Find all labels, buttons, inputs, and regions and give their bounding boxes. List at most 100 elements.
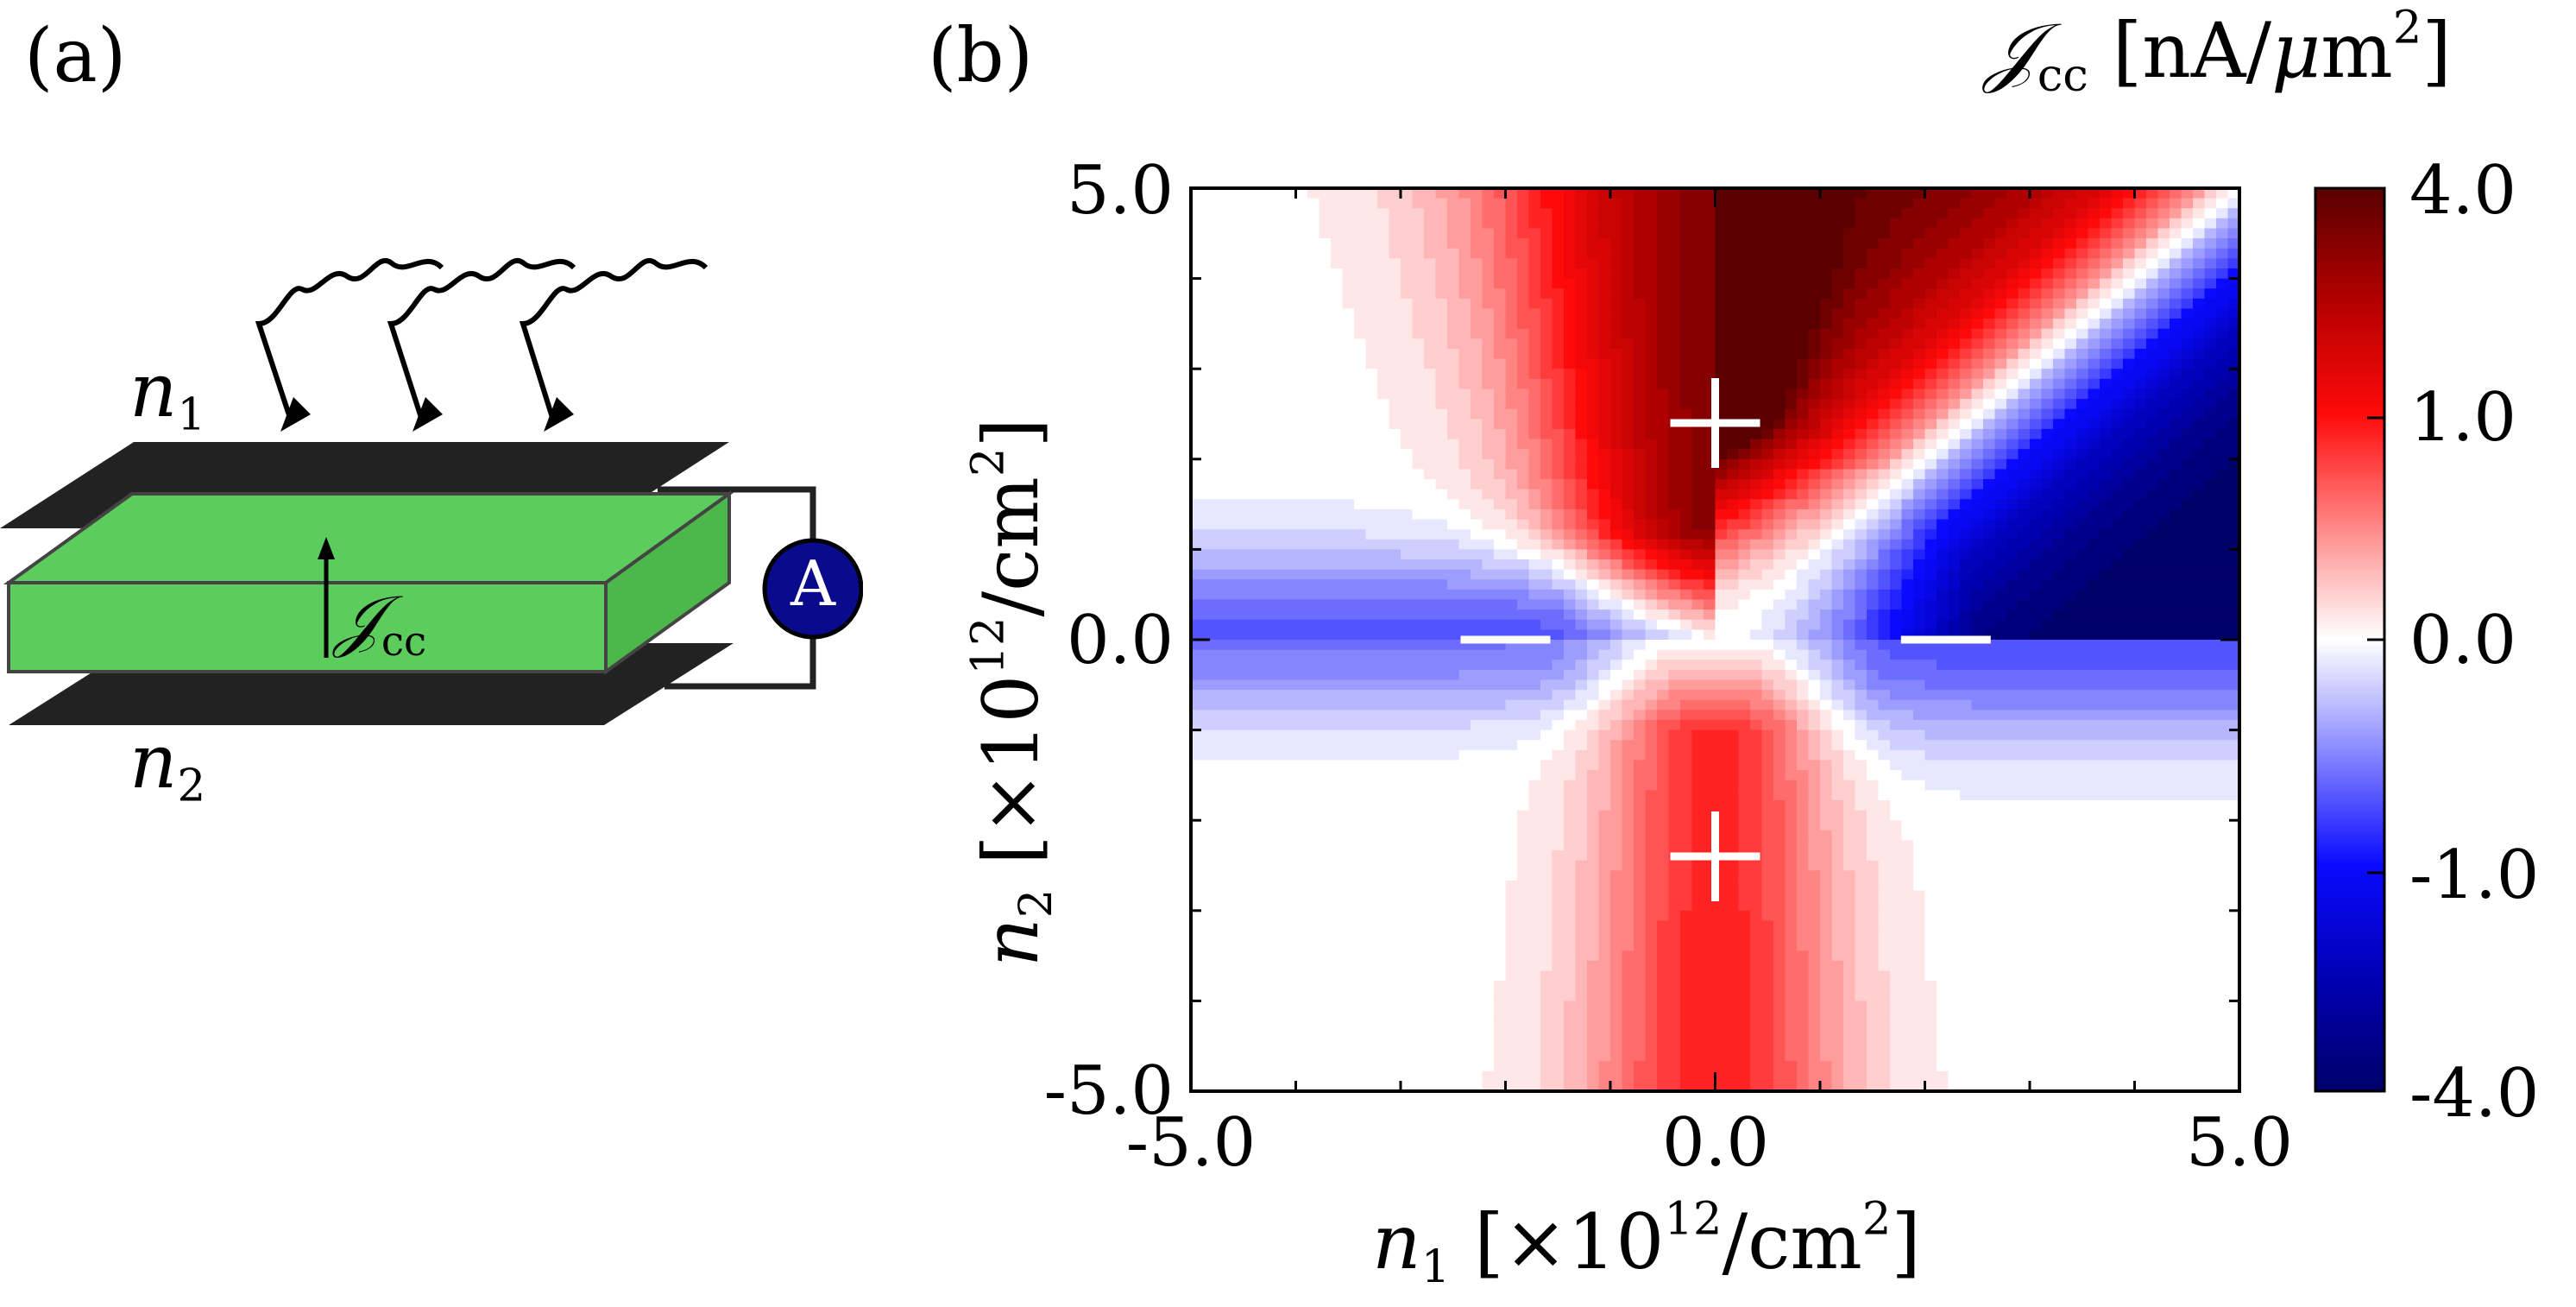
heatmap-cell: [1447, 338, 1460, 350]
heatmap-cell: [1202, 770, 1215, 781]
heatmap-cell: [1598, 288, 1611, 300]
heatmap-cell: [1564, 348, 1577, 360]
heatmap-cell: [1505, 1070, 1518, 1083]
heatmap-cell: [1704, 609, 1716, 621]
heatmap-cell: [1225, 740, 1238, 751]
heatmap-cell: [1598, 1001, 1611, 1012]
heatmap-cell: [1319, 458, 1332, 470]
heatmap-cell: [1727, 970, 1740, 982]
heatmap-cell: [1494, 860, 1507, 872]
heatmap-cell: [1249, 660, 1262, 671]
heatmap-cell: [1820, 1051, 1833, 1062]
heatmap-cell: [1401, 1020, 1414, 1032]
heatmap-cell: [1377, 308, 1390, 319]
heatmap-cell: [1331, 790, 1344, 801]
heatmap-cell: [1377, 519, 1390, 530]
heatmap-cell: [1820, 880, 1833, 892]
heatmap-cell: [1377, 981, 1390, 992]
heatmap-cell: [1540, 198, 1553, 210]
heatmap-cell: [1505, 699, 1518, 711]
heatmap-cell: [1471, 729, 1483, 742]
heatmap-cell: [1307, 539, 1320, 551]
heatmap-cell: [1295, 348, 1308, 360]
heatmap-cell: [1225, 920, 1238, 931]
heatmap-cell: [1331, 981, 1344, 992]
heatmap-cell: [1435, 458, 1448, 470]
ammeter-icon: [762, 538, 863, 640]
heatmap-cell: [1808, 599, 1821, 610]
heatmap-cell: [1517, 489, 1530, 501]
heatmap-cell: [1528, 880, 1541, 892]
heatmap-cell: [1773, 890, 1786, 901]
heatmap-cell: [1564, 770, 1577, 781]
heatmap-cell: [1622, 479, 1634, 490]
heatmap-cell: [1715, 931, 1728, 942]
heatmap-cell: [1389, 820, 1401, 831]
heatmap-cell: [1261, 920, 1274, 931]
heatmap-cell: [1773, 238, 1786, 249]
heatmap-cell: [1797, 529, 1810, 540]
heatmap-cell: [1191, 1011, 1204, 1022]
heatmap-cell: [1365, 1081, 1378, 1091]
heatmap-cell: [1225, 699, 1238, 711]
heatmap-cell: [1249, 749, 1262, 761]
heatmap-cell: [1225, 1020, 1238, 1032]
heatmap-cell: [1785, 660, 1798, 671]
heatmap-cell: [1389, 660, 1401, 671]
heatmap-cell: [1634, 1040, 1647, 1052]
heatmap-cell: [1435, 960, 1448, 972]
heatmap-cell: [1225, 439, 1238, 450]
heatmap-cell: [1447, 760, 1460, 771]
heatmap-cell: [1225, 328, 1238, 340]
heatmap-cell: [1704, 549, 1716, 560]
heatmap-cell: [1225, 469, 1238, 480]
heatmap-cell: [1540, 369, 1553, 380]
heatmap-cell: [1354, 358, 1367, 369]
heatmap-cell: [1447, 258, 1460, 269]
heatmap-cell: [1505, 238, 1518, 249]
heatmap-cell: [1727, 860, 1740, 872]
heatmap-cell: [1668, 268, 1681, 280]
heatmap-cell: [1365, 248, 1378, 260]
heatmap-cell: [1284, 760, 1297, 771]
heatmap-cell: [1191, 338, 1204, 350]
heatmap-cell: [1761, 549, 1774, 560]
heatmap-cell: [1622, 740, 1634, 751]
heatmap-cell: [1564, 428, 1577, 440]
heatmap-cell: [1377, 780, 1390, 792]
heatmap-cell: [1587, 508, 1600, 521]
heatmap-cell: [1471, 529, 1483, 540]
heatmap-cell: [1680, 328, 1693, 340]
heatmap-cell: [1797, 931, 1810, 942]
heatmap-cell: [1820, 629, 1833, 641]
heatmap-cell: [1645, 1051, 1658, 1062]
heatmap-cell: [1424, 950, 1437, 962]
heatmap-cell: [1680, 408, 1693, 420]
heatmap-cell: [1761, 489, 1774, 501]
heatmap-cell: [1575, 449, 1588, 460]
heatmap-cell: [1412, 399, 1425, 410]
heatmap-cell: [1401, 449, 1414, 460]
heatmap-cell: [1331, 399, 1344, 410]
heatmap-cell: [1482, 850, 1495, 862]
heatmap-cell: [1447, 960, 1460, 972]
heatmap-cell: [1761, 348, 1774, 360]
heatmap-cell: [1820, 569, 1833, 581]
heatmap-cell: [1225, 669, 1238, 681]
heatmap-cell: [1261, 830, 1274, 842]
heatmap-cell: [1575, 439, 1588, 450]
heatmap-cell: [1435, 539, 1448, 551]
heatmap-cell: [1319, 489, 1332, 501]
heatmap-cell: [1225, 408, 1238, 420]
heatmap-cell: [1598, 599, 1611, 610]
heatmap-cell: [1505, 198, 1518, 210]
heatmap-cell: [1447, 428, 1460, 440]
heatmap-cell: [1727, 188, 1740, 199]
heatmap-cell: [1412, 799, 1425, 811]
heatmap-cell: [1528, 549, 1541, 560]
heatmap-cell: [1458, 981, 1471, 992]
heatmap-cell: [1295, 569, 1308, 581]
heatmap-cell: [1471, 710, 1483, 721]
heatmap-cell: [1645, 388, 1658, 400]
heatmap-cell: [1668, 790, 1681, 801]
